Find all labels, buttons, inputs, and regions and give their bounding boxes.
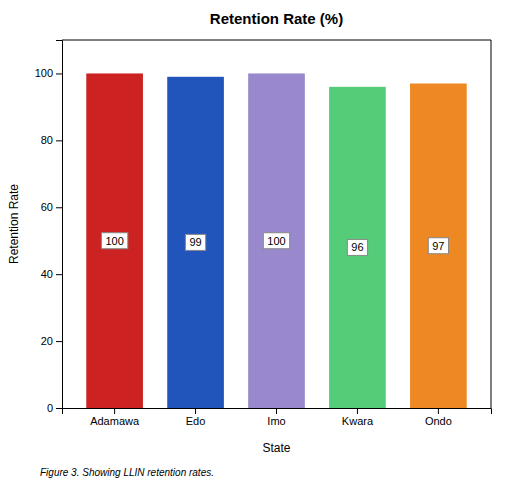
data-label: 99: [189, 236, 201, 248]
y-tick: 60: [41, 201, 62, 213]
x-axis-title: State: [262, 441, 290, 455]
y-tick-mark: [56, 341, 62, 342]
data-label: 96: [351, 241, 363, 253]
y-tick: 80: [41, 134, 62, 146]
y-tick-mark: [56, 274, 62, 275]
title: Retention Rate (%): [210, 10, 343, 27]
data-label-box: [101, 233, 127, 249]
y-tick-label: 20: [41, 335, 53, 347]
data-label: 97: [432, 240, 444, 252]
y-tick-label: 0: [47, 402, 53, 414]
y-tick-mark: [56, 73, 62, 74]
y-tick: 0: [47, 402, 62, 414]
data-labels: 100 99 100 96 97: [101, 233, 448, 256]
x-tick: Imo: [267, 408, 285, 427]
x-tick: Ondo: [425, 408, 452, 427]
x-tick-label: Adamawa: [90, 415, 140, 427]
x-tick-mark: [357, 408, 358, 414]
data-label-group: 100: [263, 233, 289, 249]
x-axis-line: [63, 409, 492, 415]
x-tick: Edo: [186, 408, 206, 427]
y-tick-label: 40: [41, 268, 53, 280]
frame: [62, 40, 491, 41]
y-axis-line: [56, 41, 63, 409]
data-label-box: [428, 238, 448, 254]
data-label: 100: [267, 235, 285, 247]
bar: [329, 87, 386, 408]
x-tick-label: Edo: [186, 415, 206, 427]
data-label: 100: [105, 235, 123, 247]
bar: [86, 73, 143, 408]
x-tick-label: Imo: [267, 415, 285, 427]
bar: [248, 73, 305, 408]
data-label-group: 97: [428, 238, 448, 254]
y-tick-mark: [56, 140, 62, 141]
x-tick: Adamawa: [90, 408, 140, 427]
x-tick-label: Kwara: [342, 415, 374, 427]
chart: 020406080100AdamawaEdoImoKwaraOndo100991…: [0, 0, 509, 486]
y-tick-mark: [56, 408, 62, 409]
data-label-box: [185, 234, 205, 250]
data-label-group: 100: [101, 233, 127, 249]
y-axis: 0 20 40 60 80 100: [35, 41, 63, 415]
data-label-group: 99: [185, 234, 205, 250]
bar: [167, 77, 224, 408]
x-tick-label: Ondo: [425, 415, 452, 427]
y-tick: 100: [35, 67, 62, 79]
x-tick: Kwara: [342, 408, 374, 427]
bar: [410, 83, 467, 408]
y-tick-label: 60: [41, 201, 53, 213]
frame: [491, 40, 492, 408]
y-tick-label: 100: [35, 67, 53, 79]
y-tick: 40: [41, 268, 62, 280]
data-label-box: [263, 233, 289, 249]
y-tick-label: 80: [41, 134, 53, 146]
bars: [86, 73, 466, 408]
x-tick-mark: [195, 408, 196, 414]
data-label-group: 96: [347, 239, 367, 255]
y-axis-title: Retention Rate: [7, 184, 21, 264]
caption: Figure 3. Showing LLIN retention rates.: [40, 467, 214, 478]
x-tick-mark: [276, 408, 277, 414]
data-label-box: [347, 239, 367, 255]
plot-area: 020406080100AdamawaEdoImoKwaraOndo100991…: [35, 40, 492, 427]
x-tick-mark: [438, 408, 439, 414]
x-tick-mark: [114, 408, 115, 414]
y-tick-mark: [56, 207, 62, 208]
y-tick: 20: [41, 335, 62, 347]
x-axis: Adamawa Edo Imo Kwara Ondo: [63, 408, 492, 427]
